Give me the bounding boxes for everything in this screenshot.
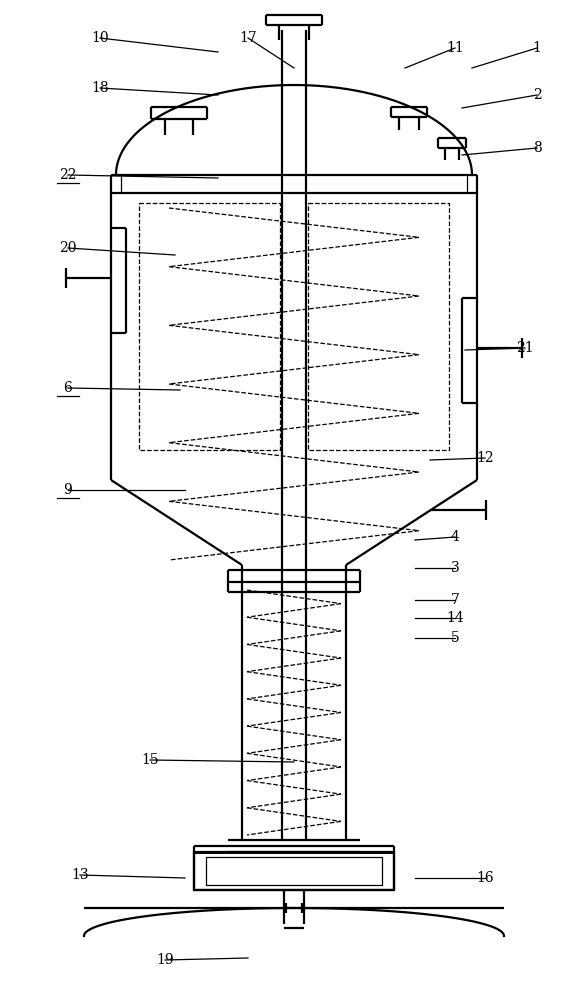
Text: 6: 6 bbox=[64, 381, 72, 395]
Text: 17: 17 bbox=[239, 31, 257, 45]
Text: 13: 13 bbox=[71, 868, 89, 882]
Bar bbox=[308, 203, 449, 450]
Text: 12: 12 bbox=[476, 451, 494, 465]
Text: 21: 21 bbox=[516, 341, 534, 355]
Text: 11: 11 bbox=[446, 41, 464, 55]
Text: 22: 22 bbox=[59, 168, 77, 182]
Text: 18: 18 bbox=[91, 81, 109, 95]
Text: 7: 7 bbox=[450, 593, 459, 607]
Bar bbox=[194, 852, 394, 890]
Text: 1: 1 bbox=[533, 41, 542, 55]
Text: 20: 20 bbox=[59, 241, 77, 255]
Bar bbox=[206, 857, 382, 885]
Text: 19: 19 bbox=[156, 953, 174, 967]
Text: 2: 2 bbox=[533, 88, 542, 102]
Text: 5: 5 bbox=[450, 631, 459, 645]
Text: 14: 14 bbox=[446, 611, 464, 625]
Text: 10: 10 bbox=[91, 31, 109, 45]
Text: 16: 16 bbox=[476, 871, 494, 885]
Bar bbox=[139, 203, 280, 450]
Text: 4: 4 bbox=[450, 530, 459, 544]
Text: 8: 8 bbox=[533, 141, 542, 155]
Text: 3: 3 bbox=[450, 561, 459, 575]
Text: 15: 15 bbox=[141, 753, 159, 767]
Text: 9: 9 bbox=[64, 483, 72, 497]
